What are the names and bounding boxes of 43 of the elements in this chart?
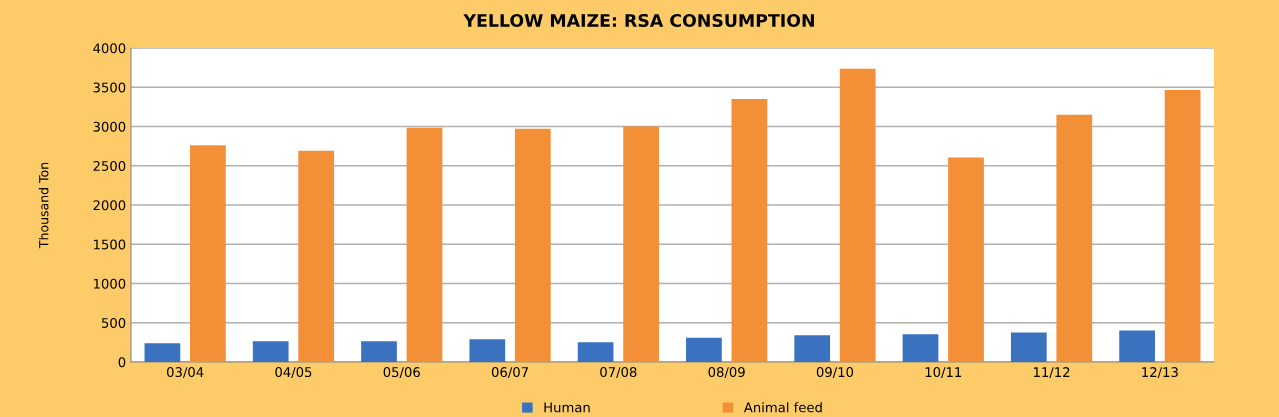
- x-tick-label: 03/04: [167, 367, 204, 379]
- bar: [190, 145, 226, 362]
- x-tick-label: 12/13: [1142, 367, 1178, 379]
- y-tick-label: 3000: [93, 121, 126, 132]
- bar: [839, 68, 876, 362]
- bar: [144, 343, 181, 362]
- y-axis-title: Thousand Ton: [38, 162, 49, 249]
- x-tick-label: 07/08: [600, 367, 637, 379]
- bar: [1119, 330, 1155, 362]
- legend-label: Human: [544, 402, 590, 413]
- bar: [1056, 114, 1093, 362]
- bar: [252, 341, 289, 362]
- x-tick-label: 06/07: [491, 367, 528, 379]
- bar: [406, 127, 443, 362]
- y-tick-label: 1500: [94, 239, 126, 250]
- bar: [1010, 332, 1047, 362]
- x-tick-label: 11/12: [1033, 367, 1070, 379]
- bar: [361, 341, 397, 362]
- y-tick-label: 0: [118, 357, 126, 368]
- bar: [948, 157, 984, 362]
- legend-label: Animal feed: [743, 402, 822, 413]
- y-tick-label: 1000: [94, 278, 126, 289]
- x-tick-label: 08/09: [708, 367, 745, 379]
- x-tick-label: 05/06: [383, 367, 420, 379]
- y-tick-label: 4000: [93, 43, 126, 54]
- y-tick-label: 2500: [93, 160, 126, 171]
- bar: [902, 334, 939, 362]
- bar: [469, 339, 506, 362]
- bar: [514, 128, 551, 362]
- x-tick-label: 10/11: [925, 367, 962, 379]
- y-tick-label: 2000: [93, 200, 126, 211]
- bar: [1164, 90, 1201, 362]
- bar: [623, 126, 659, 362]
- bar: [686, 337, 722, 362]
- y-tick-label: 3500: [93, 82, 126, 93]
- y-tick-label: 500: [101, 317, 126, 328]
- bar: [298, 150, 335, 362]
- chart-title: YELLOW MAIZE: RSA CONSUMPTION: [463, 13, 814, 28]
- bar: [577, 342, 614, 362]
- bar: [731, 99, 768, 362]
- x-tick-label: 09/10: [816, 367, 854, 379]
- bar: [794, 335, 831, 362]
- x-tick-label: 04/05: [275, 367, 312, 379]
